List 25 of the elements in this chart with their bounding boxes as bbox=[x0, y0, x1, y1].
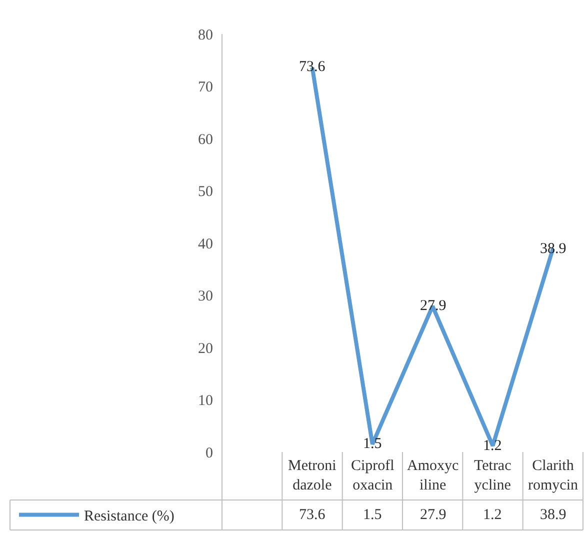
x-tick-label: Clarithromycin bbox=[528, 458, 578, 494]
data-label: 73.6 bbox=[299, 507, 326, 523]
y-tick-label: 60 bbox=[198, 132, 213, 148]
y-tick-label: 80 bbox=[198, 27, 213, 44]
data-label: 1.2 bbox=[483, 507, 502, 523]
x-tick-label: Tetracycline bbox=[474, 458, 512, 494]
y-tick-label: 50 bbox=[198, 184, 213, 200]
annotation: 1.5 bbox=[363, 436, 382, 452]
x-tick-label: Metronidazole bbox=[288, 458, 336, 494]
y-tick-label: 0 bbox=[206, 445, 213, 462]
data-label: 38.9 bbox=[540, 507, 566, 523]
legend-label: Resistance (%) bbox=[84, 508, 174, 525]
y-tick-label: 40 bbox=[198, 236, 213, 252]
annotation: 73.6 bbox=[299, 59, 326, 75]
x-tick-label: Ciprofloxacin bbox=[351, 458, 394, 494]
y-tick-label: 20 bbox=[198, 340, 213, 357]
annotation: 27.9 bbox=[420, 298, 446, 314]
y-tick-label: 70 bbox=[198, 80, 213, 96]
data-label: 1.5 bbox=[363, 507, 382, 523]
annotation: 38.9 bbox=[540, 241, 566, 257]
y-tick-label: 30 bbox=[198, 288, 213, 304]
annotation: 1.2 bbox=[483, 438, 502, 454]
y-tick-label: 10 bbox=[198, 393, 213, 409]
data-label: 27.9 bbox=[420, 507, 446, 523]
x-tick-label: Amoxyciline bbox=[407, 458, 459, 494]
